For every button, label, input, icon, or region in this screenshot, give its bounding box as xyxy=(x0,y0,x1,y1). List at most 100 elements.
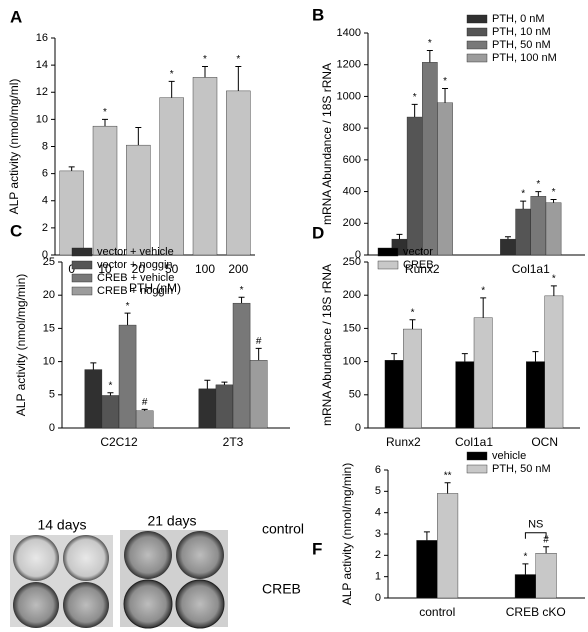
legend-label: PTH, 10 nM xyxy=(492,26,551,38)
y-tick-label: 10 xyxy=(43,356,55,368)
error-bar xyxy=(461,353,468,362)
bar xyxy=(192,77,218,256)
legend-label: vehicle xyxy=(492,450,526,462)
bar xyxy=(455,361,475,429)
legend-label: vector + vehicle xyxy=(97,246,174,258)
bar xyxy=(545,202,562,256)
x-tick-label: control xyxy=(419,605,455,619)
bar xyxy=(249,360,268,429)
bar xyxy=(422,62,438,256)
well xyxy=(176,531,224,579)
error-bar xyxy=(411,103,418,118)
bar xyxy=(101,395,120,429)
bar xyxy=(84,369,103,429)
y-tick-label: 1000 xyxy=(337,90,361,102)
error-bar xyxy=(535,191,542,197)
y-tick-label: 0 xyxy=(42,249,48,261)
panel-letter: F xyxy=(312,539,322,558)
x-tick-label: 2T3 xyxy=(223,435,244,449)
error-bar xyxy=(409,319,416,330)
bar xyxy=(215,384,234,429)
x-tick-label: Col1a1 xyxy=(455,435,493,449)
y-tick-label: 6 xyxy=(375,464,381,476)
significance-mark: * xyxy=(413,92,417,103)
y-tick-label: 1200 xyxy=(337,59,361,71)
x-tick-label: CREB cKO xyxy=(506,605,566,619)
y-tick-label: 600 xyxy=(343,154,361,166)
legend-label: vector xyxy=(403,246,433,258)
legend-swatch xyxy=(466,464,488,474)
bar xyxy=(514,574,536,599)
error-bar xyxy=(522,563,529,575)
y-tick-label: 800 xyxy=(343,122,361,134)
significance-mark: * xyxy=(552,274,556,285)
y-tick-label: 12 xyxy=(36,86,48,98)
y-tick-label: 50 xyxy=(349,389,361,401)
x-tick-label: C2C12 xyxy=(100,435,138,449)
significance-mark: * xyxy=(521,189,525,200)
error-bar xyxy=(90,362,97,370)
y-tick-label: 20 xyxy=(43,289,55,301)
error-bar xyxy=(204,379,211,389)
significance-mark: # xyxy=(256,336,262,347)
legend-swatch xyxy=(466,40,488,50)
bar xyxy=(59,170,84,256)
error-bar xyxy=(520,200,527,210)
y-axis-label: ALP activity (nmol/mg/min) xyxy=(340,463,354,605)
y-tick-label: 4 xyxy=(375,507,381,519)
legend-label: PTH, 50 nM xyxy=(492,463,551,475)
legend-label: PTH, 0 nM xyxy=(492,13,545,25)
y-tick-label: 4 xyxy=(42,195,48,207)
legend-swatch xyxy=(466,451,488,461)
error-bar xyxy=(202,65,208,78)
error-bar xyxy=(426,49,433,63)
bar xyxy=(437,102,453,256)
significance-mark: * xyxy=(428,38,432,49)
y-tick-label: 100 xyxy=(343,356,361,368)
significance-mark: * xyxy=(203,54,207,65)
bar xyxy=(403,328,422,429)
significance-mark: # xyxy=(543,534,549,545)
error-bar xyxy=(504,236,511,240)
significance-mark: * xyxy=(108,380,112,391)
x-tick-label: 100 xyxy=(195,262,215,276)
panel-letter: D xyxy=(312,223,324,242)
x-tick-label: 50 xyxy=(165,262,179,276)
legend-swatch xyxy=(71,260,93,270)
legend-label: vector + noggin xyxy=(97,259,173,271)
bar xyxy=(92,125,118,256)
y-tick-label: 150 xyxy=(343,322,361,334)
well xyxy=(13,582,59,628)
y-axis-label: mRNA Abundance / 18S rRNA xyxy=(320,264,334,426)
legend-swatch xyxy=(466,27,488,37)
y-tick-label: 14 xyxy=(36,59,48,71)
significance-mark: * xyxy=(523,552,527,563)
bar xyxy=(526,361,545,429)
significance-mark: * xyxy=(240,285,244,296)
error-bar xyxy=(532,351,539,362)
y-tick-label: 250 xyxy=(343,256,361,268)
y-tick-label: 1400 xyxy=(337,27,361,39)
legend-label: CREB xyxy=(403,259,434,271)
error-bar xyxy=(124,312,131,326)
legend-swatch xyxy=(466,14,488,24)
well xyxy=(63,582,109,628)
significance-mark: # xyxy=(142,397,148,408)
x-tick-label: 200 xyxy=(228,262,248,276)
y-axis-label: ALP activity (nmol/mg/ml) xyxy=(7,79,21,215)
y-axis-label: mRNA Abundance / 18S rRNA xyxy=(320,63,334,225)
error-bar xyxy=(423,531,430,541)
significance-mark: * xyxy=(411,307,415,318)
error-bar xyxy=(442,88,449,103)
y-tick-label: 0 xyxy=(355,249,361,261)
x-tick-label: 20 xyxy=(132,262,146,276)
error-bar xyxy=(550,199,557,203)
bar xyxy=(126,144,151,256)
bar xyxy=(530,196,547,256)
legend-label: CREB + noggin xyxy=(97,285,173,297)
significance-mark: * xyxy=(552,187,556,198)
error-bar xyxy=(480,297,487,318)
y-tick-label: 3 xyxy=(375,528,381,540)
significance-mark: * xyxy=(126,301,130,312)
